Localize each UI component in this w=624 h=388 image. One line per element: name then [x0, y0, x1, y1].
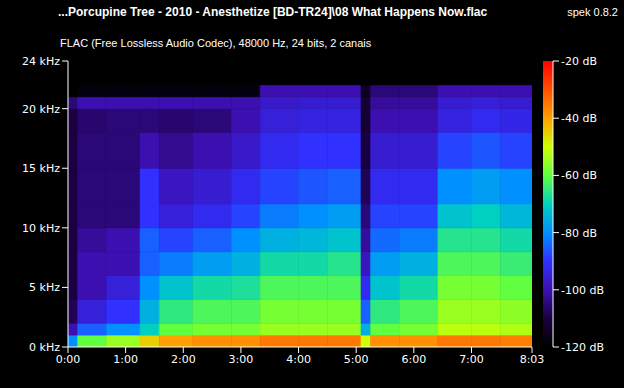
svg-text:0:00: 0:00	[56, 353, 81, 366]
svg-text:15 kHz: 15 kHz	[22, 162, 60, 175]
svg-text:5:00: 5:00	[344, 353, 369, 366]
svg-text:-40 dB: -40 dB	[561, 112, 597, 125]
svg-text:2:00: 2:00	[171, 353, 196, 366]
svg-text:20 kHz: 20 kHz	[22, 103, 60, 116]
svg-text:-100 dB: -100 dB	[561, 284, 604, 297]
svg-text:24 kHz: 24 kHz	[22, 55, 60, 68]
svg-text:10 kHz: 10 kHz	[22, 222, 60, 235]
svg-text:-80 dB: -80 dB	[561, 227, 597, 240]
svg-text:4:00: 4:00	[286, 353, 311, 366]
html-text:...Porcupine Tree - 2010 - Ane: ...Porcupine Tree - 2010 - Anesthetize […	[58, 5, 488, 19]
svg-text:3:00: 3:00	[229, 353, 254, 366]
svg-text:8:03: 8:03	[520, 353, 545, 366]
svg-text:-120 dB: -120 dB	[561, 341, 604, 354]
svg-text:-60 dB: -60 dB	[561, 169, 597, 182]
svg-text:6:00: 6:00	[401, 353, 426, 366]
svg-text:-20 dB: -20 dB	[561, 55, 597, 68]
html-text:spek 0.8.2: spek 0.8.2	[567, 6, 618, 18]
html-text:FLAC (Free Lossless Audio Code: FLAC (Free Lossless Audio Codec), 48000 …	[60, 37, 372, 49]
svg-text:5 kHz: 5 kHz	[29, 281, 60, 294]
svg-text:7:00: 7:00	[459, 353, 484, 366]
svg-text:1:00: 1:00	[113, 353, 138, 366]
svg-text:0 kHz: 0 kHz	[29, 341, 60, 354]
